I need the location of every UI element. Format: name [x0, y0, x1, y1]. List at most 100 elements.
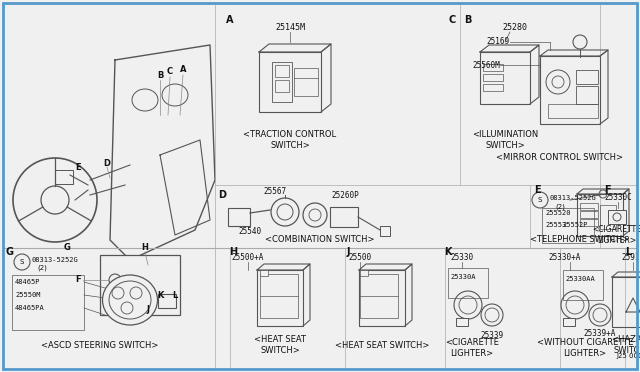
Text: (2): (2) [555, 204, 565, 210]
Bar [359, 270, 405, 326]
Text: 25260P: 25260P [331, 192, 359, 201]
Text: 25339: 25339 [481, 330, 504, 340]
Text: <ASCD STEERING SWITCH>: <ASCD STEERING SWITCH> [42, 340, 159, 350]
Text: B: B [157, 71, 163, 80]
Bar [580, 203, 598, 210]
Bar [580, 211, 598, 218]
Text: K: K [157, 291, 163, 299]
Text: E: E [75, 164, 81, 173]
Bar [260, 270, 268, 276]
Ellipse shape [102, 275, 157, 325]
Text: 48465PA: 48465PA [15, 305, 45, 311]
Bar [448, 268, 488, 298]
Bar [100, 255, 180, 315]
Bar [259, 52, 321, 112]
Text: C: C [449, 15, 456, 25]
Text: 25550M: 25550M [15, 292, 40, 298]
Text: K: K [444, 247, 452, 257]
Bar [577, 194, 623, 236]
Bar [330, 207, 358, 227]
Bar [563, 270, 603, 300]
Text: 25330A: 25330A [450, 274, 476, 280]
Bar [576, 86, 598, 104]
Text: 255520: 255520 [545, 210, 570, 216]
Text: G: G [63, 244, 70, 253]
Text: D: D [104, 158, 111, 167]
Text: E: E [534, 185, 540, 195]
Bar [275, 65, 289, 77]
Bar [576, 70, 598, 84]
Text: C: C [167, 67, 173, 77]
Text: <MIRROR CONTROL SWITCH>: <MIRROR CONTROL SWITCH> [497, 153, 623, 161]
Text: 48465P: 48465P [15, 279, 40, 285]
Text: 25567: 25567 [264, 187, 287, 196]
Text: 25330: 25330 [451, 253, 474, 263]
Text: <COMBINATION SWITCH>: <COMBINATION SWITCH> [265, 235, 375, 244]
Text: B: B [464, 15, 472, 25]
Bar [257, 270, 303, 326]
Text: A: A [180, 65, 186, 74]
Text: L: L [172, 291, 178, 299]
Bar [360, 274, 398, 318]
Text: <TELEPHONE SWITCH>: <TELEPHONE SWITCH> [531, 235, 630, 244]
Bar [580, 219, 598, 226]
Bar [548, 104, 598, 118]
Text: <HEAT SEAT
SWITCH>: <HEAT SEAT SWITCH> [254, 335, 306, 355]
Text: <HAZARD
SWITCH>: <HAZARD SWITCH> [611, 335, 640, 355]
Text: 08313-5252G: 08313-5252G [32, 257, 79, 263]
Text: H: H [141, 244, 148, 253]
Text: L: L [625, 247, 631, 257]
Bar [228, 208, 250, 226]
Text: 25552P: 25552P [562, 222, 588, 228]
Bar [483, 84, 503, 91]
Text: F: F [75, 276, 81, 285]
Bar [483, 64, 503, 71]
Text: <WITHOUT CIGARETTE
LIGHTER>: <WITHOUT CIGARETTE LIGHTER> [537, 338, 633, 358]
Bar [456, 318, 468, 326]
Bar [12, 275, 84, 330]
Text: S: S [20, 259, 24, 265]
Text: 25560M: 25560M [472, 61, 500, 70]
Text: 25330C: 25330C [604, 193, 632, 202]
Text: 25500+A: 25500+A [232, 253, 264, 263]
Text: G: G [6, 247, 14, 257]
Bar [158, 294, 176, 308]
Bar [360, 270, 368, 276]
Text: H: H [229, 247, 237, 257]
Bar [612, 277, 640, 327]
Text: (2): (2) [37, 265, 47, 271]
Bar [563, 318, 575, 326]
Bar [480, 52, 530, 104]
Bar [275, 80, 289, 92]
Bar [600, 205, 616, 229]
Bar [542, 208, 594, 243]
Text: 25540: 25540 [239, 228, 262, 237]
Text: 25553: 25553 [545, 222, 566, 228]
Bar [380, 226, 390, 236]
Text: <ILLUMINATION
SWITCH>: <ILLUMINATION SWITCH> [472, 130, 538, 150]
Bar [540, 56, 600, 124]
Text: <TRACTION CONTROL
SWITCH>: <TRACTION CONTROL SWITCH> [243, 130, 337, 150]
Text: 25500: 25500 [348, 253, 372, 263]
Text: 25280: 25280 [502, 23, 527, 32]
Text: F: F [604, 185, 611, 195]
Text: A: A [227, 15, 234, 25]
Text: <CIGARETTE
LIGHTER>: <CIGARETTE LIGHTER> [593, 225, 640, 245]
Text: 25330+A: 25330+A [549, 253, 581, 263]
Bar [294, 68, 318, 96]
Text: J: J [346, 247, 349, 257]
Bar [608, 210, 626, 224]
Bar [260, 274, 298, 318]
Bar [55, 170, 73, 184]
Text: <HEAT SEAT SWITCH>: <HEAT SEAT SWITCH> [335, 340, 429, 350]
Text: 25169: 25169 [487, 38, 510, 46]
Text: S: S [538, 197, 542, 203]
Text: 25330AA: 25330AA [565, 276, 595, 282]
Text: 25339+A: 25339+A [584, 328, 616, 337]
Bar [272, 62, 292, 102]
Text: <CIGARETTE
LIGHTER>: <CIGARETTE LIGHTER> [445, 338, 499, 358]
Text: 25145M: 25145M [275, 23, 305, 32]
Text: 08313-5252G: 08313-5252G [550, 195, 596, 201]
Text: J: J [147, 305, 150, 314]
Text: D: D [218, 190, 226, 200]
